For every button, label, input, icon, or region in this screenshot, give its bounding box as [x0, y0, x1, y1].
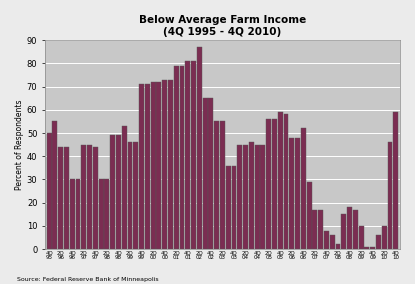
Bar — [185, 61, 190, 249]
Title: Below Average Farm Income
(4Q 1995 - 4Q 2010): Below Average Farm Income (4Q 1995 - 4Q … — [139, 15, 306, 37]
Bar — [156, 82, 161, 249]
Bar — [46, 133, 51, 249]
Bar — [324, 231, 329, 249]
Bar — [99, 179, 103, 249]
Bar — [272, 119, 277, 249]
Bar — [81, 145, 86, 249]
Bar — [237, 145, 242, 249]
Bar — [301, 128, 306, 249]
Bar — [278, 112, 283, 249]
Bar — [364, 247, 369, 249]
Bar — [307, 182, 312, 249]
Bar — [208, 98, 213, 249]
Bar — [341, 214, 346, 249]
Y-axis label: Percent of Respondents: Percent of Respondents — [15, 99, 24, 190]
Bar — [388, 142, 393, 249]
Bar — [122, 126, 127, 249]
Bar — [70, 179, 75, 249]
Bar — [58, 147, 63, 249]
Bar — [359, 226, 364, 249]
Bar — [191, 61, 196, 249]
Bar — [243, 145, 248, 249]
Bar — [393, 112, 398, 249]
Bar — [180, 66, 184, 249]
Bar — [145, 84, 150, 249]
Bar — [220, 121, 225, 249]
Bar — [162, 80, 167, 249]
Bar — [168, 80, 173, 249]
Bar — [76, 179, 81, 249]
Bar — [174, 66, 178, 249]
Bar — [312, 210, 317, 249]
Bar — [232, 166, 237, 249]
Text: Source: Federal Reserve Bank of Minneapolis: Source: Federal Reserve Bank of Minneapo… — [17, 277, 158, 282]
Bar — [110, 135, 115, 249]
Bar — [105, 179, 109, 249]
Bar — [382, 226, 387, 249]
Bar — [116, 135, 121, 249]
Bar — [330, 235, 334, 249]
Bar — [64, 147, 69, 249]
Bar — [335, 245, 340, 249]
Bar — [214, 121, 219, 249]
Bar — [226, 166, 231, 249]
Bar — [283, 114, 288, 249]
Bar — [289, 138, 294, 249]
Bar — [370, 247, 375, 249]
Bar — [266, 119, 271, 249]
Bar — [249, 142, 254, 249]
Bar — [203, 98, 208, 249]
Bar — [260, 145, 265, 249]
Bar — [139, 84, 144, 249]
Bar — [127, 142, 132, 249]
Bar — [376, 235, 381, 249]
Bar — [52, 121, 57, 249]
Bar — [347, 207, 352, 249]
Bar — [151, 82, 156, 249]
Bar — [255, 145, 259, 249]
Bar — [133, 142, 138, 249]
Bar — [295, 138, 300, 249]
Bar — [197, 47, 202, 249]
Bar — [353, 210, 358, 249]
Bar — [93, 147, 98, 249]
Bar — [318, 210, 323, 249]
Bar — [87, 145, 92, 249]
